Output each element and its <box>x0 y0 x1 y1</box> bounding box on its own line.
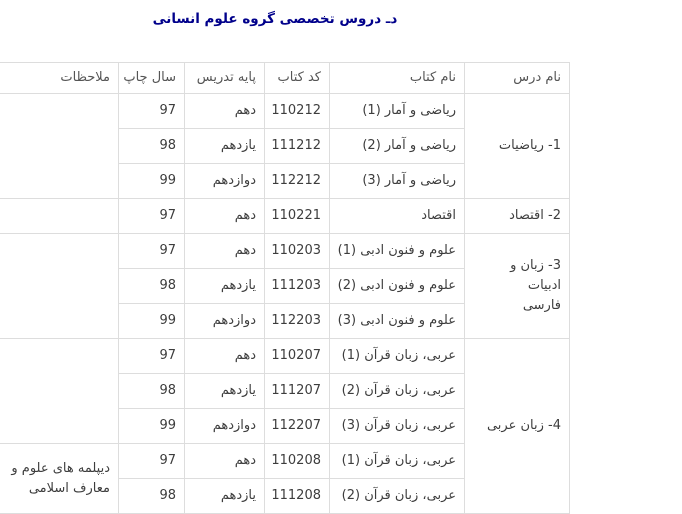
cell-notes <box>0 338 119 444</box>
cell-year: 97 <box>118 93 185 129</box>
col-header-course: نام درس <box>464 62 570 94</box>
cell-course-group: 2- اقتصاد <box>464 198 570 234</box>
cell-code: 111208 <box>264 478 330 514</box>
cell-year: 98 <box>118 128 185 164</box>
cell-book: عربی، زبان قرآن (2) <box>329 478 465 514</box>
cell-book: عربی، زبان قرآن (2) <box>329 373 465 409</box>
cell-code: 112212 <box>264 163 330 199</box>
cell-year: 97 <box>118 338 185 374</box>
col-header-book: نام کتاب <box>329 62 465 94</box>
cell-book: عربی، زبان قرآن (3) <box>329 408 465 444</box>
cell-code: 111207 <box>264 373 330 409</box>
cell-grade: یازدهم <box>184 128 265 164</box>
cell-book: اقتصاد <box>329 198 465 234</box>
cell-notes: دیپلمه های علوم و معارف اسلامی <box>0 443 119 514</box>
courses-table: نام درس نام کتاب کد کتاب پایه تدریس سال … <box>0 62 570 514</box>
cell-grade: دهم <box>184 93 265 129</box>
cell-grade: دوازدهم <box>184 303 265 339</box>
cell-code: 111203 <box>264 268 330 304</box>
cell-course-group: 3- زبان و ادبیات فارسی <box>464 233 570 339</box>
col-header-year: سال چاپ <box>118 62 185 94</box>
cell-book: ریاضی و آمار (2) <box>329 128 465 164</box>
cell-code: 110221 <box>264 198 330 234</box>
cell-notes <box>0 233 119 339</box>
table-row: 4- زبان عربی عربی، زبان قرآن (1) 110207 … <box>0 338 570 514</box>
cell-course-group: 4- زبان عربی <box>464 338 570 514</box>
cell-code: 110208 <box>264 443 330 479</box>
table-row: علوم و فنون ادبی (2) 111203 یازدهم 98 <box>0 268 570 304</box>
page-title: دـ دروس تخصصی گروه علوم انسانی <box>152 11 398 27</box>
cell-course-group: 1- ریاضیات <box>464 93 570 199</box>
cell-year: 99 <box>118 408 185 444</box>
cell-year: 98 <box>118 478 185 514</box>
cell-code: 112207 <box>264 408 330 444</box>
cell-book: علوم و فنون ادبی (2) <box>329 268 465 304</box>
cell-year: 97 <box>118 233 185 269</box>
table-row: ریاضی و آمار (2) 111212 یازدهم 98 <box>0 128 570 164</box>
cell-code: 110207 <box>264 338 330 374</box>
col-header-code: کد کتاب <box>264 62 330 94</box>
cell-year: 97 <box>118 443 185 479</box>
cell-book: علوم و فنون ادبی (3) <box>329 303 465 339</box>
cell-grade: دهم <box>184 198 265 234</box>
cell-book: عربی، زبان قرآن (1) <box>329 338 465 374</box>
cell-book: علوم و فنون ادبی (1) <box>329 233 465 269</box>
cell-year: 98 <box>118 373 185 409</box>
cell-grade: دوازدهم <box>184 163 265 199</box>
table-row: ریاضی و آمار (3) 112212 دوازدهم 99 <box>0 163 570 199</box>
table-row: 1- ریاضیات ریاضی و آمار (1) 110212 دهم 9… <box>0 93 570 199</box>
cell-grade: دوازدهم <box>184 408 265 444</box>
table-row: 3- زبان و ادبیات فارسی علوم و فنون ادبی … <box>0 233 570 339</box>
cell-notes <box>0 93 119 199</box>
table-row: عربی، زبان قرآن (3) 112207 دوازدهم 99 <box>0 408 570 444</box>
cell-book: ریاضی و آمار (3) <box>329 163 465 199</box>
cell-grade: یازدهم <box>184 373 265 409</box>
cell-grade: دهم <box>184 338 265 374</box>
table-row: 2- اقتصاد اقتصاد 110221 دهم 97 <box>0 198 570 234</box>
cell-grade: یازدهم <box>184 268 265 304</box>
col-header-notes: ملاحظات <box>0 62 119 94</box>
cell-year: 97 <box>118 198 185 234</box>
cell-grade: دهم <box>184 443 265 479</box>
cell-year: 99 <box>118 303 185 339</box>
col-header-grade: پایه تدریس <box>184 62 265 94</box>
cell-book: عربی، زبان قرآن (1) <box>329 443 465 479</box>
cell-code: 110212 <box>264 93 330 129</box>
cell-grade: دهم <box>184 233 265 269</box>
cell-code: 112203 <box>264 303 330 339</box>
cell-notes <box>0 198 119 234</box>
cell-grade: یازدهم <box>184 478 265 514</box>
header-row: نام درس نام کتاب کد کتاب پایه تدریس سال … <box>0 62 570 94</box>
cell-code: 110203 <box>264 233 330 269</box>
table-row: عربی، زبان قرآن (2) 111207 یازدهم 98 <box>0 373 570 409</box>
cell-year: 98 <box>118 268 185 304</box>
cell-book: ریاضی و آمار (1) <box>329 93 465 129</box>
cell-year: 99 <box>118 163 185 199</box>
cell-code: 111212 <box>264 128 330 164</box>
